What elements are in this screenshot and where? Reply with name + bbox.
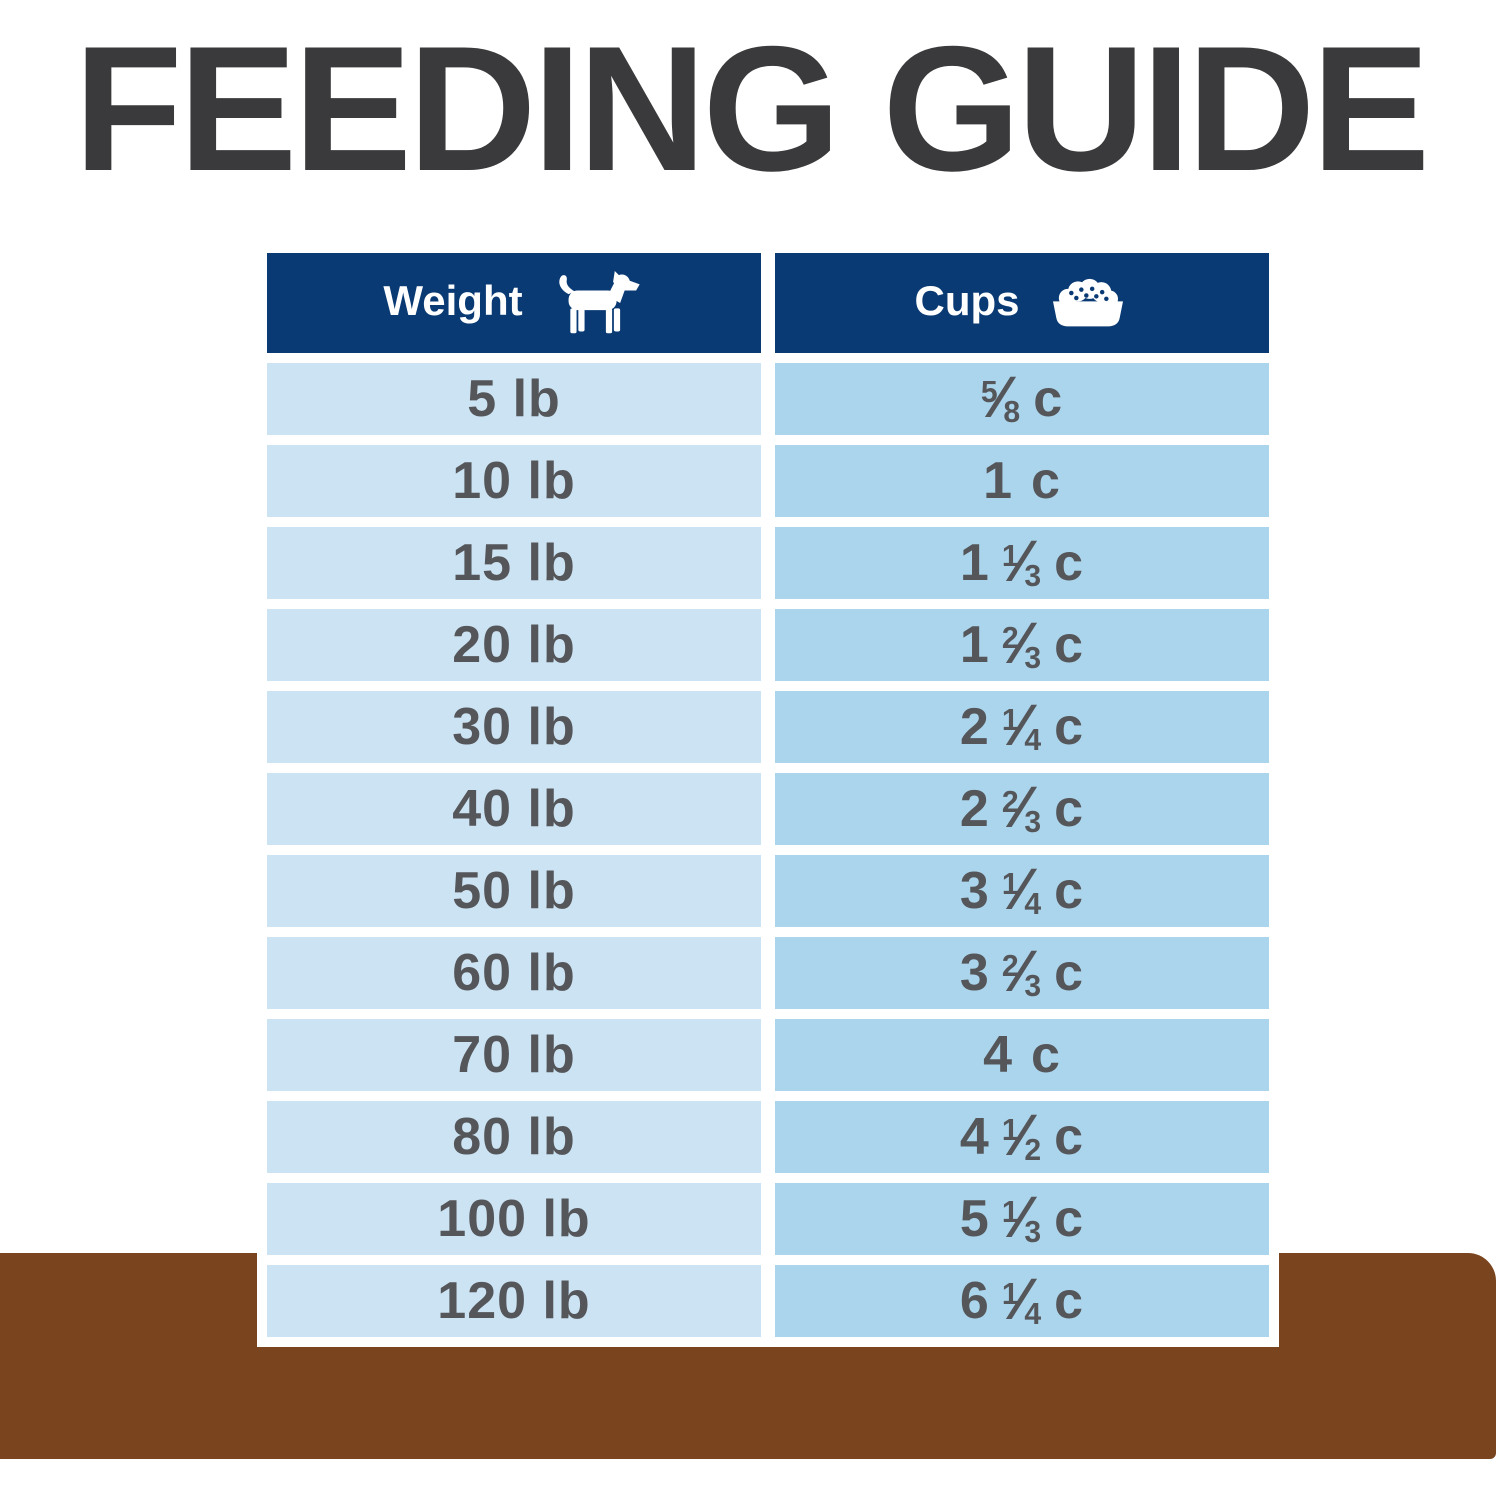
- weight-cell: 10 lb: [267, 445, 761, 517]
- weight-cell: 120 lb: [267, 1265, 761, 1337]
- weight-cell: 100 lb: [267, 1183, 761, 1255]
- cups-cell: 4 1⁄2 c: [775, 1101, 1269, 1173]
- fraction: 1⁄3: [1001, 1185, 1043, 1251]
- fraction: 1⁄3: [1001, 529, 1043, 595]
- weight-header-label: Weight: [383, 277, 523, 324]
- feeding-guide-table: Weight Cups: [257, 243, 1279, 1347]
- fraction: 2⁄3: [1001, 939, 1043, 1005]
- fraction: 5⁄8: [980, 365, 1022, 431]
- weight-cell: 20 lb: [267, 609, 761, 681]
- dog-icon: [549, 271, 645, 335]
- food-bowl-icon: [1046, 273, 1130, 333]
- cups-column-header: Cups: [775, 253, 1269, 353]
- cups-cell: 1 2⁄3 c: [775, 609, 1269, 681]
- weight-cell: 15 lb: [267, 527, 761, 599]
- weight-cell: 70 lb: [267, 1019, 761, 1091]
- cups-cell: 5⁄8 c: [775, 363, 1269, 435]
- weight-cell: 60 lb: [267, 937, 761, 1009]
- cups-cell: 3 1⁄4 c: [775, 855, 1269, 927]
- cups-cell: 2 2⁄3 c: [775, 773, 1269, 845]
- weight-cell: 40 lb: [267, 773, 761, 845]
- weight-cell: 30 lb: [267, 691, 761, 763]
- fraction: 1⁄4: [1001, 693, 1043, 759]
- cups-cell: 1 1⁄3 c: [775, 527, 1269, 599]
- fraction: 1⁄4: [1001, 1267, 1043, 1333]
- weight-cell: 5 lb: [267, 363, 761, 435]
- fraction: 2⁄3: [1001, 775, 1043, 841]
- page-title: FEEDING GUIDE: [73, 9, 1430, 208]
- cups-cell: 3 2⁄3 c: [775, 937, 1269, 1009]
- cups-cell: 2 1⁄4 c: [775, 691, 1269, 763]
- fraction: 1⁄4: [1001, 857, 1043, 923]
- cups-cell: 6 1⁄4 c: [775, 1265, 1269, 1337]
- weight-cell: 50 lb: [267, 855, 761, 927]
- fraction: 1⁄2: [1001, 1103, 1043, 1169]
- cups-header-label: Cups: [914, 277, 1020, 324]
- cups-cell: 5 1⁄3 c: [775, 1183, 1269, 1255]
- weight-column-header: Weight: [267, 253, 761, 353]
- weight-cell: 80 lb: [267, 1101, 761, 1173]
- fraction: 2⁄3: [1001, 611, 1043, 677]
